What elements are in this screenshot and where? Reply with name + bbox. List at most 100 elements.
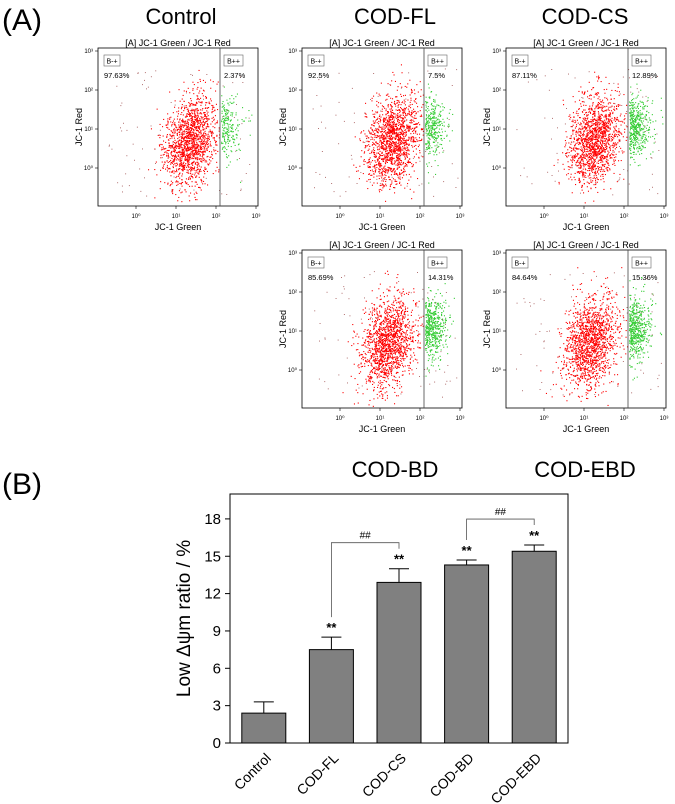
sparse-event	[408, 72, 410, 74]
red-event	[176, 111, 178, 113]
red-event	[379, 169, 381, 171]
red-event	[381, 165, 383, 167]
red-event	[394, 173, 396, 175]
sparse-event	[428, 145, 429, 147]
red-event	[600, 169, 602, 171]
red-event	[600, 148, 602, 150]
sparse-event	[140, 190, 142, 192]
red-event	[191, 185, 193, 187]
red-event	[400, 148, 402, 150]
red-event	[394, 180, 396, 182]
red-event	[605, 131, 607, 133]
red-event	[392, 141, 394, 143]
red-event	[199, 147, 201, 149]
red-event	[181, 151, 183, 153]
red-event	[189, 141, 191, 143]
red-event	[381, 133, 383, 135]
red-event	[373, 182, 375, 184]
red-event	[411, 91, 413, 93]
green-event	[433, 117, 435, 119]
red-event	[410, 99, 412, 101]
red-event	[605, 118, 607, 120]
red-event	[614, 90, 616, 92]
sparse-event	[218, 128, 220, 130]
red-event	[411, 103, 413, 105]
x-tick-label: 10⁰	[131, 213, 141, 220]
green-event	[434, 160, 436, 162]
red-event	[579, 142, 581, 144]
red-event	[171, 183, 173, 185]
red-event	[390, 169, 392, 171]
green-event	[441, 147, 443, 149]
red-event	[174, 131, 176, 133]
red-event	[183, 90, 185, 92]
red-event	[182, 181, 184, 183]
red-event	[600, 106, 602, 108]
red-event	[189, 137, 191, 139]
green-event	[227, 119, 229, 121]
green-event	[429, 142, 431, 144]
red-event	[399, 153, 401, 155]
red-event	[197, 153, 199, 155]
red-event	[182, 121, 184, 123]
red-event	[183, 148, 185, 150]
red-event	[411, 122, 413, 124]
red-event	[415, 123, 417, 125]
green-event	[432, 141, 434, 143]
red-event	[182, 152, 184, 154]
red-event	[577, 172, 579, 174]
green-event	[434, 107, 436, 109]
red-event	[410, 88, 412, 90]
red-event	[194, 154, 196, 156]
red-event	[390, 84, 392, 86]
red-event	[583, 126, 585, 128]
red-event	[178, 155, 180, 157]
red-event	[378, 164, 380, 166]
red-event	[371, 138, 373, 140]
red-event	[582, 164, 584, 166]
red-event	[592, 134, 594, 136]
red-event	[162, 154, 164, 156]
sparse-event	[155, 163, 156, 164]
red-event	[203, 176, 205, 178]
green-event	[236, 137, 238, 139]
red-event	[587, 149, 589, 151]
red-event	[380, 143, 382, 145]
red-event	[396, 180, 398, 182]
red-event	[411, 163, 413, 165]
red-event	[191, 121, 193, 123]
red-event	[390, 138, 392, 140]
green-event	[232, 138, 234, 140]
red-event	[184, 139, 186, 141]
red-event	[186, 150, 188, 152]
red-event	[585, 140, 587, 142]
red-event	[580, 138, 582, 140]
green-event	[427, 137, 429, 139]
red-event	[378, 125, 380, 127]
red-event	[614, 120, 616, 122]
red-event	[595, 187, 597, 189]
red-event	[382, 185, 384, 187]
red-event	[195, 133, 197, 135]
red-event	[415, 98, 417, 100]
red-event	[391, 138, 393, 140]
red-event	[188, 161, 190, 163]
red-event	[571, 161, 573, 163]
red-event	[576, 110, 578, 112]
red-event	[399, 159, 401, 161]
green-event	[435, 140, 437, 142]
green-event	[430, 134, 432, 136]
red-event	[181, 98, 183, 100]
red-event	[204, 81, 206, 83]
green-event	[433, 122, 435, 124]
red-event	[608, 143, 610, 145]
red-event	[382, 170, 384, 172]
green-event	[228, 164, 230, 166]
red-event	[613, 145, 615, 147]
red-event	[185, 149, 187, 151]
red-event	[174, 159, 176, 161]
red-event	[595, 105, 597, 107]
red-event	[377, 131, 379, 133]
red-event	[197, 134, 199, 136]
red-event	[411, 127, 413, 129]
